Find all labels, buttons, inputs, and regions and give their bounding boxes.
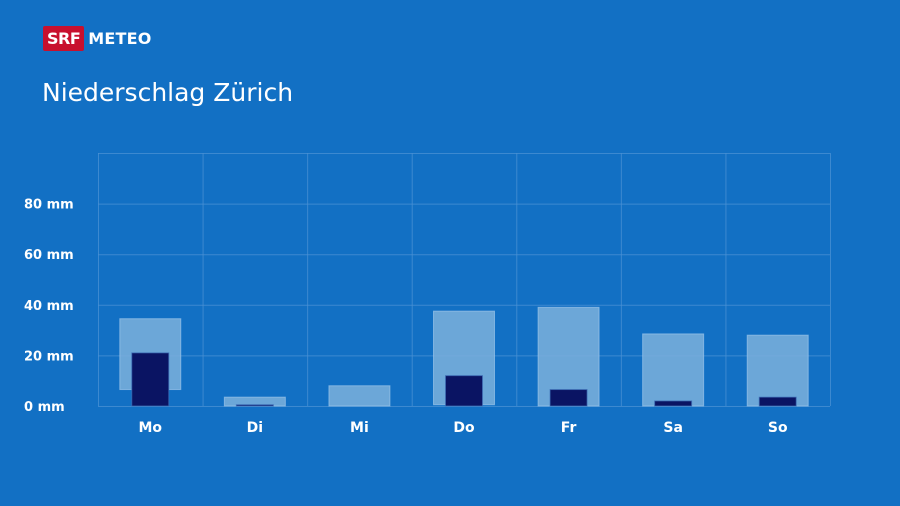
srf-logo: SRF xyxy=(43,26,85,51)
value-bar-mo xyxy=(131,352,170,407)
x-tick-label: Mi xyxy=(350,420,369,436)
value-bar-do xyxy=(445,375,483,407)
y-tick-label: 40 mm xyxy=(24,299,74,314)
range-bar-mi xyxy=(328,385,391,407)
range-bar-so xyxy=(746,334,809,407)
y-tick-label: 60 mm xyxy=(24,248,74,263)
value-bar-sa xyxy=(654,400,693,407)
x-tick-label: Mo xyxy=(139,420,163,436)
x-tick-label: So xyxy=(768,420,788,436)
x-tick-label: Fr xyxy=(561,420,577,436)
value-bar-fr xyxy=(549,389,588,407)
range-bar-sa xyxy=(642,333,705,407)
y-tick-label: 20 mm xyxy=(24,349,74,364)
srf-meteo-logo: SRF METEO xyxy=(43,26,152,51)
x-tick-label: Do xyxy=(453,420,475,436)
x-tick-label: Sa xyxy=(663,420,683,436)
chart-title: Niederschlag Zürich xyxy=(42,78,294,107)
x-tick-label: Di xyxy=(247,420,263,436)
y-tick-label: 0 mm xyxy=(24,400,65,415)
meteo-wordmark: METEO xyxy=(88,29,152,48)
value-bar-so xyxy=(758,396,797,407)
value-bar-di xyxy=(235,404,274,407)
y-tick-label: 80 mm xyxy=(24,198,74,213)
